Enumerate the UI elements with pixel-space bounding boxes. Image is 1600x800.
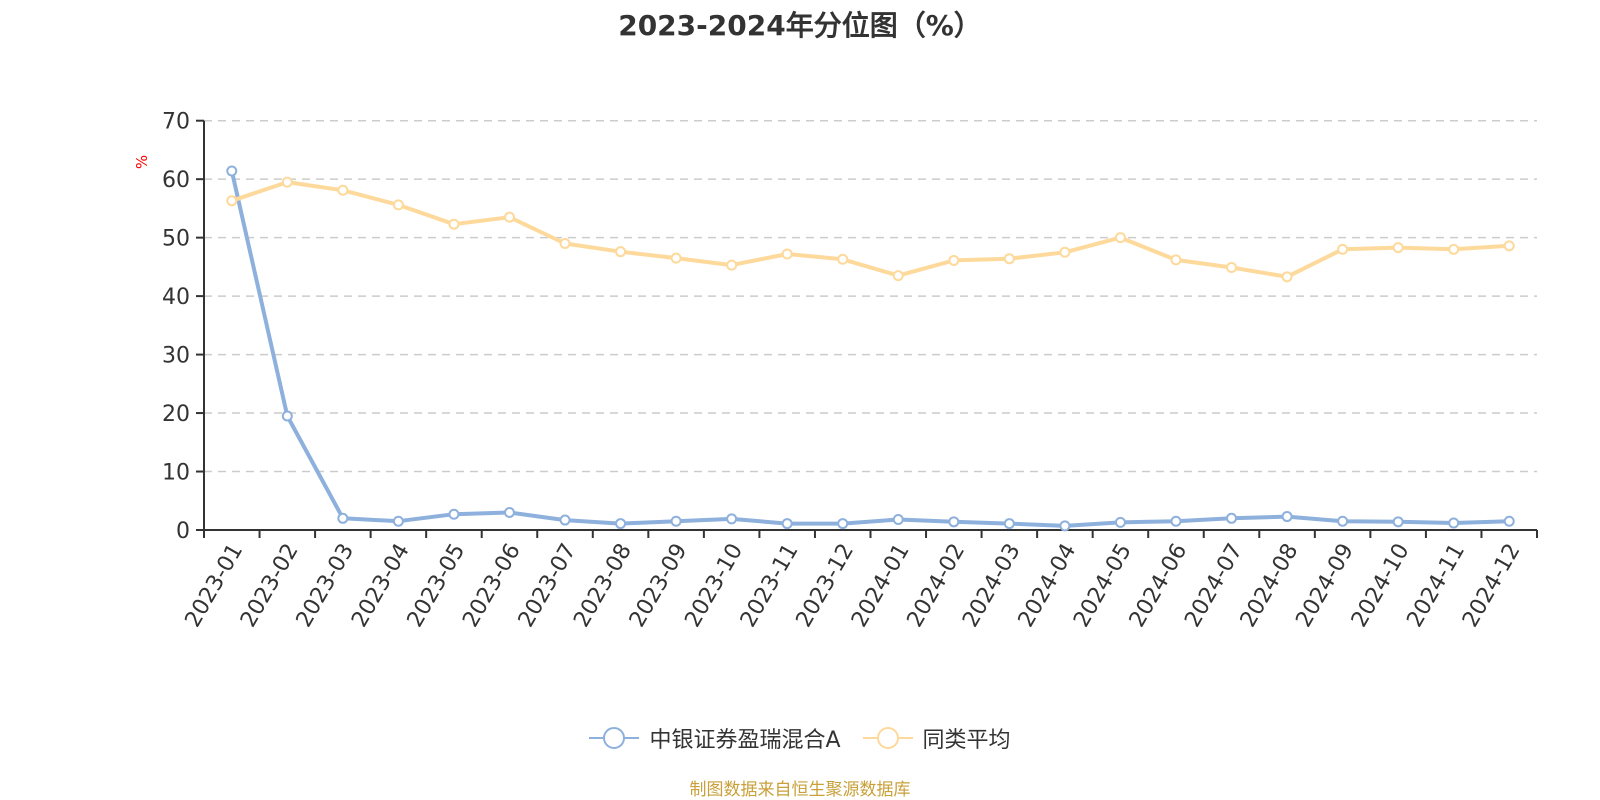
data-point-marker[interactable] — [337, 512, 349, 524]
y-tick-label: 20 — [162, 402, 190, 427]
y-tick-label: 10 — [162, 461, 190, 486]
y-tick-label: 60 — [162, 168, 190, 193]
data-point-marker[interactable] — [448, 508, 460, 520]
data-source-footer: 制图数据来自恒生聚源数据库 — [689, 780, 911, 800]
series-line-fund — [229, 170, 1510, 528]
data-point-marker[interactable] — [892, 513, 904, 525]
data-point-marker[interactable] — [1170, 254, 1182, 266]
data-point-marker[interactable] — [781, 518, 793, 530]
data-point-marker[interactable] — [615, 246, 627, 258]
data-point-marker[interactable] — [448, 218, 460, 230]
y-tick-label: 50 — [162, 227, 190, 252]
data-point-marker[interactable] — [1226, 261, 1238, 273]
circle-line-icon — [589, 727, 640, 749]
data-point-marker[interactable] — [837, 518, 849, 530]
data-point-marker[interactable] — [503, 506, 515, 518]
data-point-marker[interactable] — [281, 176, 293, 188]
data-point-marker[interactable] — [559, 237, 571, 249]
data-point-marker[interactable] — [1114, 516, 1126, 528]
data-point-marker[interactable] — [615, 518, 627, 530]
data-point-marker[interactable] — [781, 248, 793, 260]
data-point-marker[interactable] — [559, 514, 571, 526]
data-point-marker[interactable] — [226, 165, 238, 177]
data-point-marker[interactable] — [1392, 516, 1404, 528]
gridlines — [204, 119, 1537, 473]
y-axis-label: % — [133, 155, 151, 169]
legend-item-average[interactable]: 同类平均 — [862, 722, 1011, 754]
data-point-marker[interactable] — [1503, 240, 1515, 252]
data-point-marker[interactable] — [1337, 243, 1349, 255]
legend: 中银证券盈瑞混合A 同类平均 — [0, 722, 1600, 754]
legend-label-average: 同类平均 — [922, 728, 1011, 753]
data-point-marker[interactable] — [281, 410, 293, 422]
data-point-marker[interactable] — [1281, 511, 1293, 523]
data-point-marker[interactable] — [392, 515, 404, 527]
data-point-marker[interactable] — [1448, 517, 1460, 529]
data-point-marker[interactable] — [726, 513, 738, 525]
data-point-marker[interactable] — [1337, 515, 1349, 527]
chart-title: 2023-2024年分位图（%） — [618, 9, 982, 42]
circle-line-icon — [862, 727, 913, 749]
y-tick-label: 40 — [162, 285, 190, 310]
data-point-marker[interactable] — [1392, 242, 1404, 254]
series-group — [226, 165, 1515, 532]
data-point-marker[interactable] — [1114, 232, 1126, 244]
y-tick-label: 30 — [162, 344, 190, 369]
data-point-marker[interactable] — [670, 515, 682, 527]
series-line-average — [231, 180, 1510, 279]
data-point-marker[interactable] — [892, 270, 904, 282]
legend-label-fund: 中银证券盈瑞混合A — [649, 728, 841, 753]
data-point-marker[interactable] — [226, 195, 238, 207]
x-axis: 2023-012023-022023-032023-042023-052023-… — [181, 529, 1538, 632]
data-point-marker[interactable] — [1059, 520, 1071, 532]
data-point-marker[interactable] — [948, 516, 960, 528]
y-tick-label: 70 — [162, 110, 190, 135]
data-point-marker[interactable] — [1226, 512, 1238, 524]
legend-item-fund[interactable]: 中银证券盈瑞混合A — [589, 722, 841, 754]
data-point-marker[interactable] — [948, 254, 960, 266]
data-point-marker[interactable] — [1170, 515, 1182, 527]
data-point-marker[interactable] — [837, 253, 849, 265]
data-point-marker[interactable] — [1281, 271, 1293, 283]
data-point-marker[interactable] — [392, 199, 404, 211]
data-point-marker[interactable] — [726, 259, 738, 271]
data-point-marker[interactable] — [1003, 518, 1015, 530]
data-point-marker[interactable] — [1503, 515, 1515, 527]
data-point-marker[interactable] — [1059, 246, 1071, 258]
data-point-marker[interactable] — [1448, 243, 1460, 255]
data-point-marker[interactable] — [337, 184, 349, 196]
data-point-marker[interactable] — [670, 252, 682, 264]
data-point-marker[interactable] — [503, 211, 515, 223]
data-point-marker[interactable] — [1003, 253, 1015, 265]
y-axis: 0 10 20 30 40 50 60 70 — [162, 110, 205, 544]
y-tick-label: 0 — [176, 519, 190, 544]
